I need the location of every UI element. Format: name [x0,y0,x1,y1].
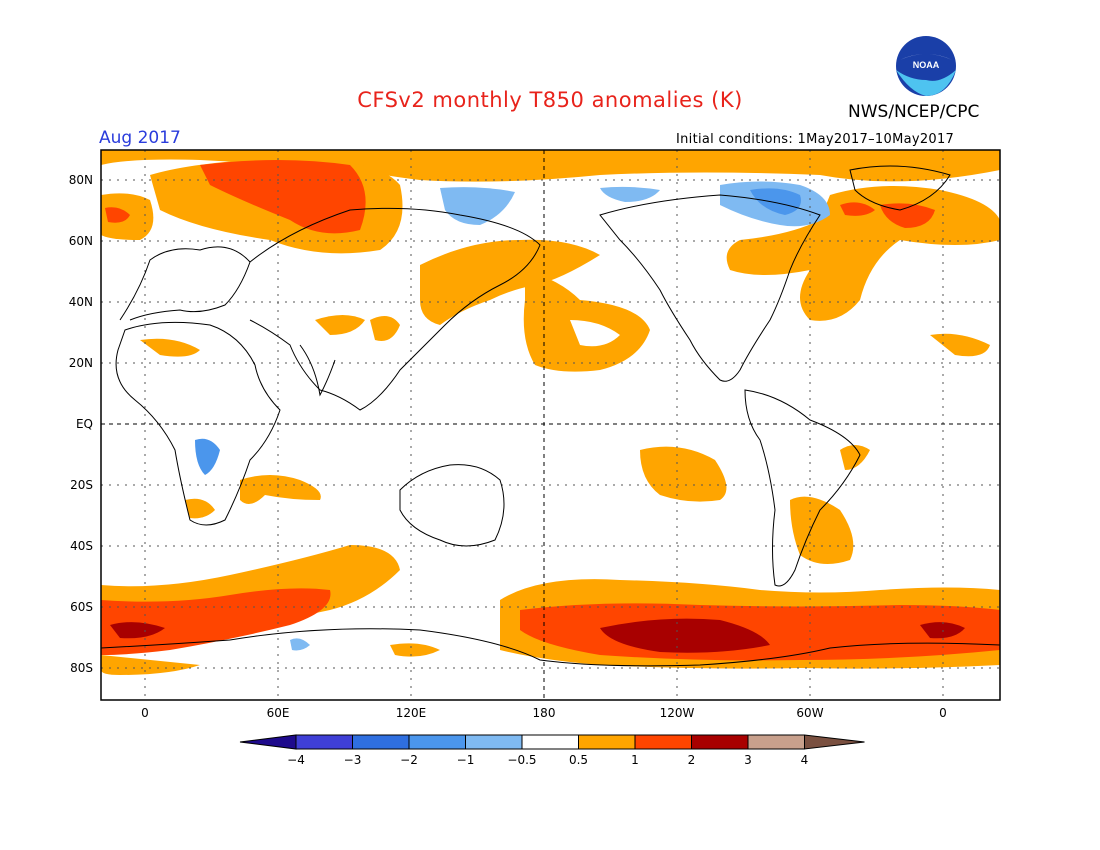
colorbar-swatch [295,734,353,750]
lat-label: 60S [70,600,93,614]
noaa-logo: NOAA [896,36,956,96]
anomaly-canada-warm [726,186,1000,321]
latitude-labels: 80N 60N 40N 20N EQ 20S 40S 60S 80S [69,173,93,675]
map-frame [100,149,1001,701]
lon-label: 0 [141,706,149,720]
colorbar-swatch [578,734,636,750]
lat-label: 40S [70,539,93,553]
colorbar-swatch [521,734,579,750]
colorbar-swatch [408,734,466,750]
agency-label: NWS/NCEP/CPC [848,102,980,122]
colorbar-label: −2 [400,753,418,767]
valid-month: Aug 2017 [99,128,181,148]
colorbar-arrow-high [804,734,865,750]
lat-label: 20S [70,478,93,492]
lon-label: 60E [267,706,290,720]
graticule [101,150,1000,700]
lon-label: 0 [939,706,947,720]
lat-label: 20N [69,356,93,370]
colorbar-swatch [352,734,410,750]
map-title: CFSv2 monthly T850 anomalies (K) [357,88,743,112]
lat-label: 60N [69,234,93,248]
equator-dateline [101,150,1000,700]
colorbar-label: −0.5 [507,753,536,767]
lat-label: 40N [69,295,93,309]
lat-label: EQ [76,417,93,431]
lat-label: 80S [70,661,93,675]
anomaly-south-pacific-warm [640,446,727,502]
lon-label: 60W [796,706,823,720]
colorbar-label: 4 [801,753,809,767]
lat-label: 80N [69,173,93,187]
svg-text:NOAA: NOAA [913,60,940,70]
colorbar-label: −4 [287,753,305,767]
colorbar-arrow-low [239,734,297,750]
colorbar-label: −3 [344,753,362,767]
initial-conditions: Initial conditions: 1May2017–10May2017 [676,132,955,147]
anomaly-north-pacific-warm [420,239,600,325]
longitude-labels: 0 60E 120E 180 120W 60W 0 [141,706,947,720]
lon-label: 120W [660,706,695,720]
colorbar-label: 0.5 [569,753,588,767]
anomaly-siberia-cool [440,187,515,225]
anomaly-barents-warm [200,160,366,234]
colorbar-label: 3 [744,753,752,767]
coastlines [101,165,1000,667]
colorbar-swatch [691,734,749,750]
lon-label: 120E [396,706,427,720]
colorbar-label: 2 [688,753,696,767]
colorbar-label: 1 [631,753,639,767]
anomaly-arctic-warm [101,150,1000,182]
colorbar: −4 −3 −2 −1 −0.5 0.5 1 2 3 4 [239,734,865,767]
colorbar-swatch [747,734,805,750]
colorbar-swatch [465,734,523,750]
anomaly-africa-cool [195,438,220,475]
lon-label: 180 [533,706,556,720]
colorbar-label: −1 [457,753,475,767]
map-area [101,150,1000,700]
colorbar-swatch [634,734,692,750]
